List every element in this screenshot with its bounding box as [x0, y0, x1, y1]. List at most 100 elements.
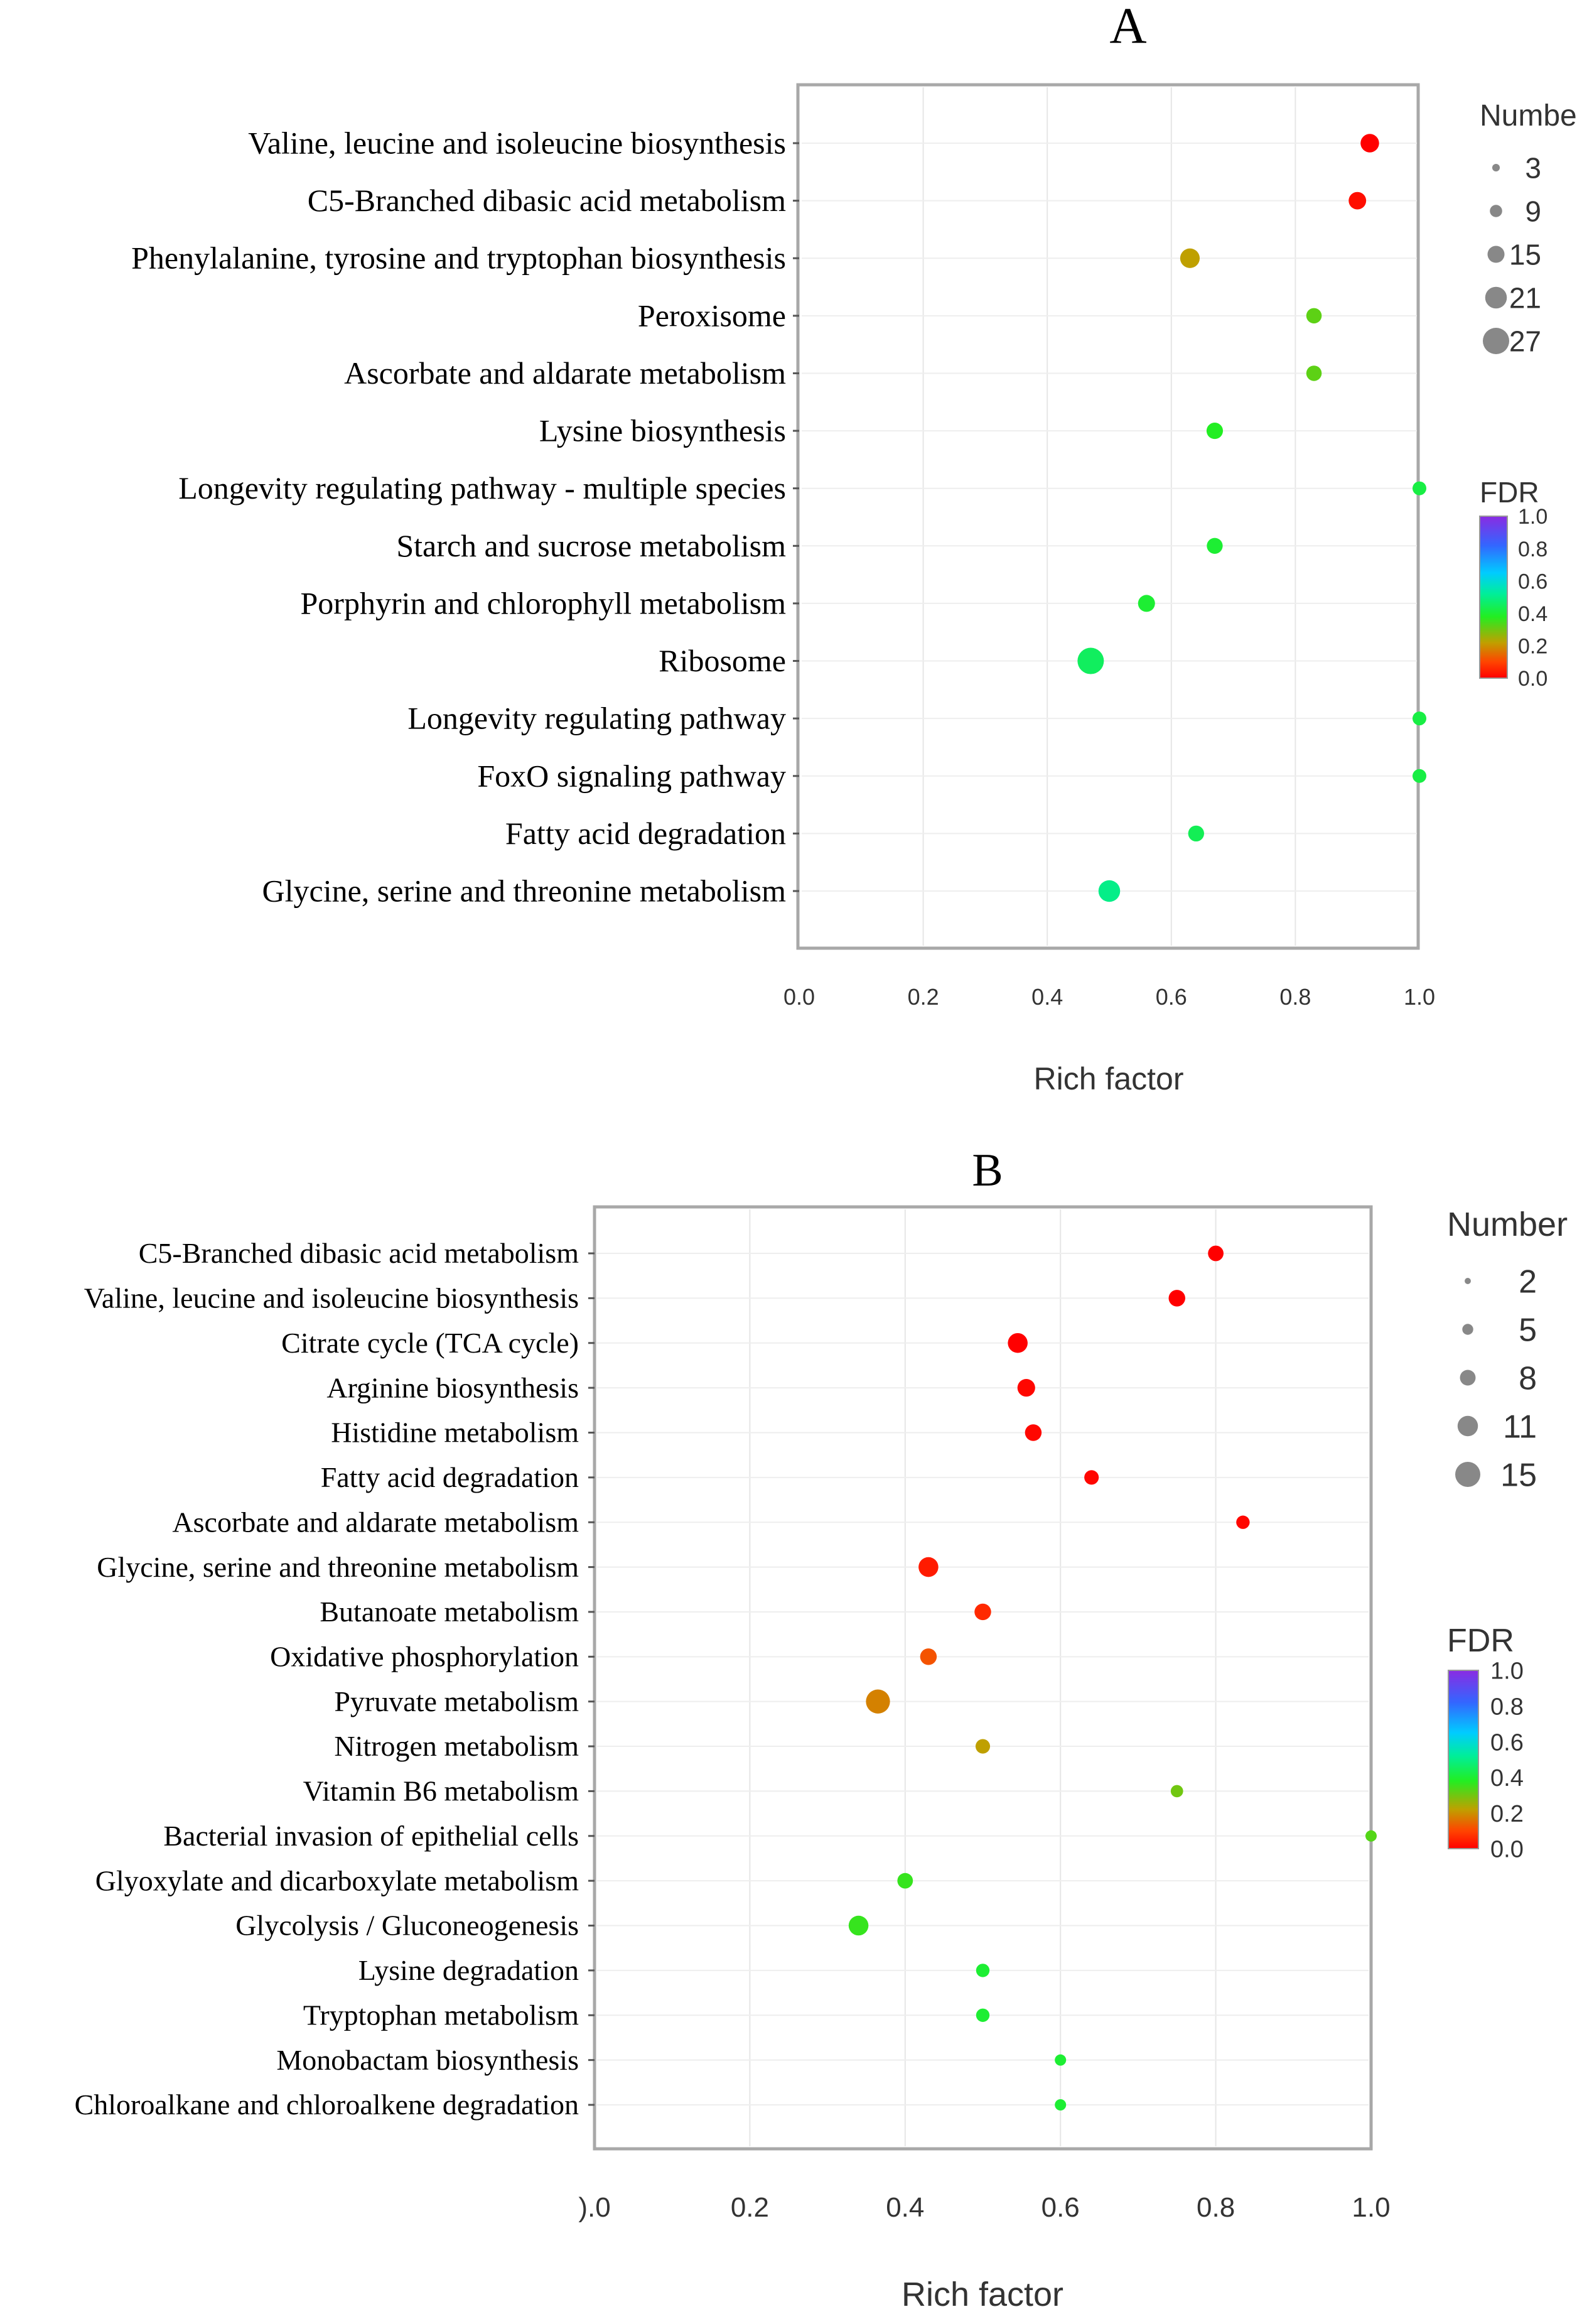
size-legend-dot — [1490, 205, 1502, 217]
fdr-tick-label: 0.4 — [1518, 602, 1547, 626]
panel-a-title: A — [1109, 0, 1146, 54]
size-legend-dot — [1462, 1324, 1473, 1335]
panel-a-points — [1077, 134, 1426, 902]
size-legend-dot — [1460, 1370, 1476, 1386]
size-legend-label: 15 — [1500, 1457, 1537, 1494]
panel-a-x-axis-label: Rich factor — [1034, 1061, 1184, 1096]
category-label: Histidine metabolism — [331, 1417, 579, 1449]
category-label: Peroxisome — [638, 298, 786, 333]
size-legend-label: 9 — [1525, 195, 1541, 228]
category-label: Chloroalkane and chloroalkene degradatio… — [75, 2089, 579, 2121]
data-point — [866, 1689, 890, 1714]
data-point — [1055, 2054, 1067, 2066]
panel-b-plot-frame — [593, 1205, 1373, 2151]
category-label: Butanoate metabolism — [320, 1596, 579, 1628]
panel-a-fdr-legend: FDR 1.0 0.8 0.6 0.4 0.2 0.0 — [1479, 476, 1547, 691]
category-label: Citrate cycle (TCA cycle) — [281, 1327, 579, 1359]
x-tick-label: 1.0 — [1404, 984, 1435, 1010]
size-legend-dot — [1492, 163, 1500, 172]
panel-a-y-ticks — [793, 142, 799, 892]
panel-b-category-labels: C5-Branched dibasic acid metabolism Valin… — [75, 1237, 579, 2121]
panel-b-x-axis-label: Rich factor — [902, 2276, 1063, 2313]
category-label: Tryptophan metabolism — [303, 1999, 579, 2031]
panel-a-fdr-legend-title: FDR — [1480, 476, 1539, 509]
size-legend-dot — [1457, 1415, 1478, 1437]
category-label: Valine, leucine and isoleucine biosynthe… — [84, 1282, 579, 1314]
fdr-tick-label: 0.0 — [1518, 667, 1547, 691]
category-label: Glycine, serine and threonine metabolism — [262, 873, 787, 909]
category-label: Ribosome — [659, 643, 786, 678]
category-label: Nitrogen metabolism — [334, 1730, 579, 1762]
size-legend-dot — [1487, 246, 1505, 263]
x-tick-label: 0.2 — [731, 2192, 769, 2223]
data-point — [1180, 248, 1200, 268]
data-point — [1168, 1290, 1185, 1307]
category-label: Starch and sucrose metabolism — [396, 528, 786, 563]
panel-b-title: B — [972, 1145, 1003, 1196]
data-point — [1306, 365, 1322, 381]
data-point — [1413, 481, 1426, 495]
fdr-tick-label: 1.0 — [1518, 505, 1547, 529]
size-legend-label: 8 — [1519, 1361, 1537, 1397]
panel-a-x-tick-labels: 0.0 0.2 0.4 0.6 0.8 1.0 — [783, 984, 1435, 1010]
data-point — [1170, 1785, 1183, 1798]
fdr-tick-label: 0.8 — [1490, 1694, 1524, 1720]
x-tick-label: 0.6 — [1041, 2192, 1080, 2223]
size-legend-dot — [1455, 1462, 1480, 1487]
category-label: Ascorbate and aldarate metabolism — [172, 1506, 579, 1538]
category-label: FoxO signaling pathway — [477, 758, 786, 793]
panel-b-x-tick-labels: ).0 0.2 0.4 0.6 0.8 1.0 — [578, 2192, 1390, 2223]
category-label: Arginine biosynthesis — [326, 1371, 579, 1403]
category-label: Monobactam biosynthesis — [276, 2044, 579, 2076]
panel-b-fdr-colorbar — [1448, 1670, 1479, 1849]
data-point — [918, 1557, 939, 1577]
data-point — [974, 1603, 991, 1621]
category-label: Pyruvate metabolism — [334, 1685, 579, 1717]
category-label: Longevity regulating pathway - multiple … — [178, 470, 786, 505]
data-point — [1206, 422, 1224, 440]
category-label: Phenylalanine, tyrosine and tryptophan b… — [131, 241, 786, 276]
x-tick-label: 0.4 — [886, 2192, 924, 2223]
data-point — [1207, 538, 1223, 554]
panel-a-plot-frame — [796, 83, 1420, 950]
category-label: C5-Branched dibasic acid metabolism — [308, 183, 786, 218]
size-legend-dot — [1483, 328, 1509, 354]
data-point — [1413, 711, 1426, 726]
size-legend-label: 21 — [1509, 282, 1541, 315]
panel-a-number-legend-title: Number — [1480, 99, 1577, 132]
category-label: Longevity regulating pathway — [407, 701, 786, 736]
size-legend-dot — [1485, 286, 1507, 309]
x-tick-label: ).0 — [578, 2192, 610, 2223]
size-legend-label: 2 — [1519, 1264, 1537, 1300]
data-point — [1077, 647, 1104, 674]
data-point — [1360, 134, 1379, 153]
size-legend-label: 11 — [1503, 1409, 1537, 1446]
fdr-tick-label: 0.6 — [1490, 1729, 1524, 1756]
panel-b-number-legend-title: Number — [1447, 1206, 1568, 1243]
data-point — [1413, 769, 1426, 783]
category-label: Oxidative phosphorylation — [270, 1640, 579, 1672]
category-label: Fatty acid degradation — [505, 816, 786, 851]
category-label: Glycolysis / Gluconeogenesis — [235, 1910, 579, 1942]
category-label: Bacterial invasion of epithelial cells — [163, 1820, 579, 1852]
size-legend-dot — [1465, 1278, 1471, 1284]
fdr-tick-label: 0.2 — [1518, 635, 1547, 659]
data-point — [1365, 1830, 1377, 1842]
category-label: C5-Branched dibasic acid metabolism — [139, 1237, 579, 1269]
panel-a-number-legend: Number 3 9 15 21 27 — [1480, 99, 1577, 358]
x-tick-label: 0.0 — [783, 984, 815, 1010]
panel-b-number-legend: Number 2 5 8 11 15 — [1447, 1206, 1568, 1494]
data-point — [975, 1739, 991, 1754]
size-legend-label: 3 — [1525, 152, 1541, 185]
x-tick-label: 1.0 — [1352, 2192, 1390, 2223]
size-legend-label: 27 — [1509, 325, 1541, 358]
data-point — [1017, 1379, 1035, 1397]
data-point — [976, 1964, 990, 1977]
data-point — [1208, 1245, 1224, 1262]
fdr-tick-label: 0.6 — [1518, 570, 1547, 593]
data-point — [1306, 308, 1322, 324]
category-label: Vitamin B6 metabolism — [303, 1775, 579, 1807]
category-label: Lysine biosynthesis — [539, 413, 786, 448]
category-label: Glyoxylate and dicarboxylate metabolism — [95, 1864, 579, 1896]
